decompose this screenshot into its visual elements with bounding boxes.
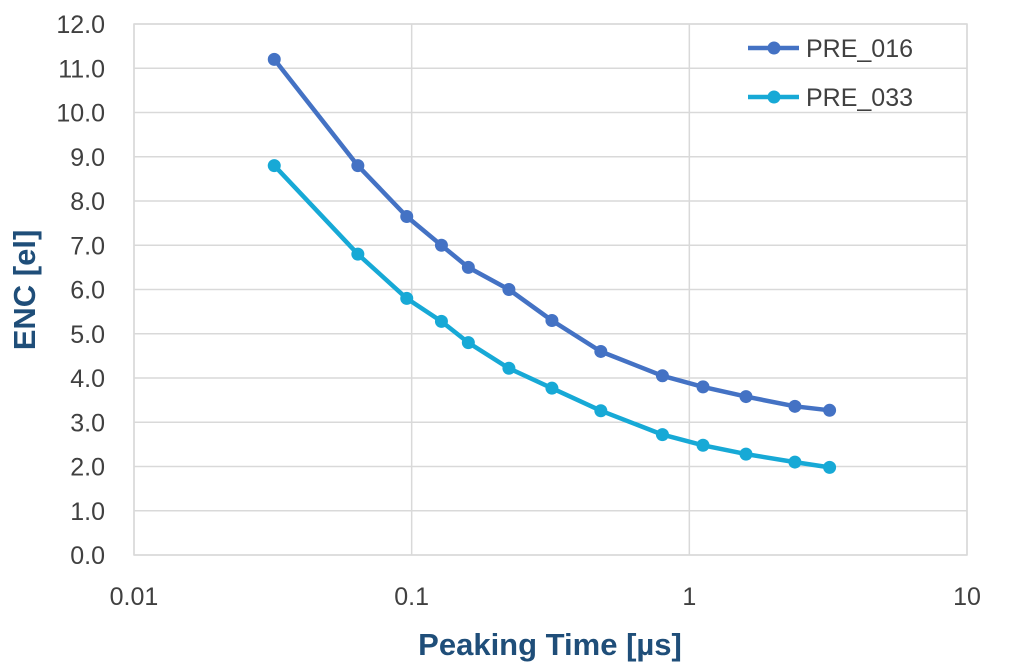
x-axis-ticks: 0.01 0.1 1 10: [110, 583, 981, 611]
data-point: [655, 369, 669, 383]
legend-swatch-marker: [767, 41, 781, 55]
data-point: [655, 428, 669, 442]
y-tick-label: 4.0: [70, 365, 105, 393]
data-point: [434, 238, 448, 252]
y-tick-label: 6.0: [70, 277, 105, 305]
legend-swatch-marker: [767, 90, 781, 104]
data-point: [696, 438, 710, 452]
data-point: [594, 404, 608, 418]
data-point: [545, 313, 559, 327]
y-tick-label: 10.0: [56, 100, 105, 128]
data-point: [400, 291, 414, 305]
data-point: [594, 344, 608, 358]
legend: PRE_016 PRE_033: [748, 35, 913, 112]
data-point: [739, 447, 753, 461]
y-tick-label: 7.0: [70, 232, 105, 260]
data-point: [823, 460, 837, 474]
data-point: [823, 403, 837, 417]
y-tick-label: 8.0: [70, 188, 105, 216]
data-point: [739, 390, 753, 404]
y-tick-label: 11.0: [58, 55, 105, 83]
x-tick-label: 0.01: [110, 583, 159, 611]
y-axis-title: ENC [el]: [7, 230, 42, 351]
x-tick-label: 10: [953, 583, 981, 611]
legend-item: PRE_033: [748, 84, 913, 112]
data-point: [434, 314, 448, 328]
legend-label: PRE_033: [806, 84, 913, 112]
y-tick-label: 12.0: [56, 11, 105, 39]
series-pre-016: [267, 52, 837, 417]
y-tick-label: 5.0: [70, 321, 105, 349]
data-point: [267, 159, 281, 173]
data-point: [788, 399, 802, 413]
y-tick-label: 9.0: [70, 144, 105, 172]
plot-frame: [133, 23, 968, 556]
data-point: [502, 361, 516, 375]
data-point: [461, 336, 475, 350]
data-point: [351, 159, 365, 173]
y-tick-label: 3.0: [70, 409, 105, 437]
x-tick-label: 1: [682, 583, 696, 611]
y-tick-label: 2.0: [70, 454, 105, 482]
data-point: [788, 455, 802, 469]
data-point: [696, 380, 710, 394]
x-tick-label: 0.1: [394, 583, 429, 611]
data-point: [461, 260, 475, 274]
data-point: [502, 283, 516, 296]
series-layer: [267, 52, 837, 474]
data-point: [545, 381, 559, 395]
series-pre-033: [267, 159, 837, 474]
y-axis-ticks: 0.0 1.0 2.0 3.0 4.0 5.0 6.0 7.0 8.0 9.0 10.0 11.0 12…: [56, 11, 105, 570]
legend-label: PRE_016: [806, 35, 913, 63]
y-tick-label: 1.0: [70, 498, 105, 526]
legend-item: PRE_016: [748, 35, 913, 63]
data-point: [400, 209, 414, 223]
data-point: [267, 52, 281, 66]
x-axis-title: Peaking Time [µs]: [418, 627, 682, 662]
y-tick-label: 0.0: [70, 542, 105, 570]
data-point: [351, 247, 365, 261]
